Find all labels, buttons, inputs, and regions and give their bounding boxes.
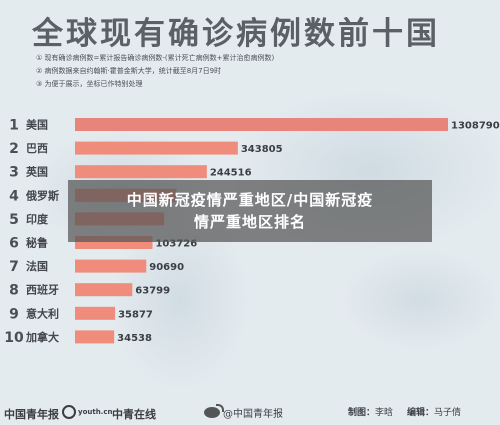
country-label: 意大利 [26, 306, 59, 320]
value-label: 35877 [118, 309, 153, 320]
rank-label: 5 [9, 212, 19, 228]
country-label: 西班牙 [26, 283, 59, 297]
producer-label: 制图： [348, 408, 376, 418]
weibo-handle: @中国青年报 [204, 404, 283, 420]
value-label: 244516 [210, 168, 252, 179]
youth-circle-icon [62, 405, 76, 419]
rank-label: 4 [9, 188, 19, 204]
rank-label: 6 [9, 236, 19, 252]
bar [75, 330, 115, 344]
rank-label: 3 [9, 165, 19, 181]
value-label: 63799 [135, 286, 170, 297]
rank-label: 7 [9, 259, 19, 275]
rank-label: 8 [9, 283, 19, 299]
bar [75, 118, 448, 131]
weibo-icon [204, 404, 224, 418]
credits: 制图：李晗 编辑：马子倩 [348, 405, 461, 418]
note-3: ③ 为便于展示，坐标已作特别处理 [36, 80, 143, 88]
rank-label: 9 [9, 306, 19, 322]
country-label: 英国 [25, 165, 48, 179]
country-label: 美国 [26, 118, 48, 132]
youth-logo-text: youth.cn [78, 408, 113, 416]
youth-logo: youth.cn [62, 405, 112, 419]
notes: ① 现有确诊病例数=累计报告确诊病例数-(累计死亡病例数+累计治愈病例数) ② … [36, 52, 274, 91]
country-label: 法国 [26, 259, 48, 273]
headline-line-2: 情严重地区排名 [193, 213, 306, 231]
country-label: 巴西 [26, 142, 48, 155]
headline-line-1: 中国新冠疫情严重地区/中国新冠疫 [126, 191, 374, 209]
weibo-text: @中国青年报 [223, 409, 283, 420]
country-label: 加拿大 [25, 330, 59, 344]
producer-credit: 制图：李晗 [348, 405, 393, 418]
country-label: 秘鲁 [26, 236, 48, 250]
value-label: 90690 [149, 262, 184, 273]
editor-name: 马子倩 [434, 408, 462, 418]
rank-label: 2 [9, 141, 19, 157]
country-label: 俄罗斯 [25, 188, 59, 202]
note-2: ② 病例数据来自约翰斯·霍普金斯大学，统计截至8月7日9时 [36, 67, 222, 75]
bar [75, 283, 133, 297]
editor-credit: 编辑：马子倩 [407, 405, 461, 418]
bar [75, 259, 147, 273]
cyd-logo: 中国青年报 [4, 408, 59, 421]
rank-label: 1 [9, 118, 19, 134]
producer-name: 李晗 [375, 408, 394, 418]
note-1: ① 现有确诊病例数=累计报告确诊病例数-(累计死亡病例数+累计治愈病例数) [36, 54, 275, 62]
value-label: 34538 [117, 333, 152, 344]
country-label: 印度 [26, 212, 49, 226]
bar [75, 306, 116, 320]
value-label: 1308790 [451, 121, 500, 132]
headline-banner: 中国新冠疫情严重地区/中国新冠疫 情严重地区排名 [68, 180, 432, 242]
footer: 中国青年报 youth.cn 中青在线 @中国青年报 制图：李晗 编辑：马子倩 [0, 397, 500, 425]
bar [75, 141, 238, 155]
editor-label: 编辑： [407, 408, 435, 418]
page-title: 全球现有确诊病例数前十国 [32, 16, 440, 52]
value-label: 103726 [155, 239, 197, 250]
zqzx-logo: 中青在线 [112, 408, 156, 421]
value-label: 343805 [241, 144, 283, 155]
rank-label: 10 [4, 330, 24, 346]
bar [75, 165, 207, 179]
